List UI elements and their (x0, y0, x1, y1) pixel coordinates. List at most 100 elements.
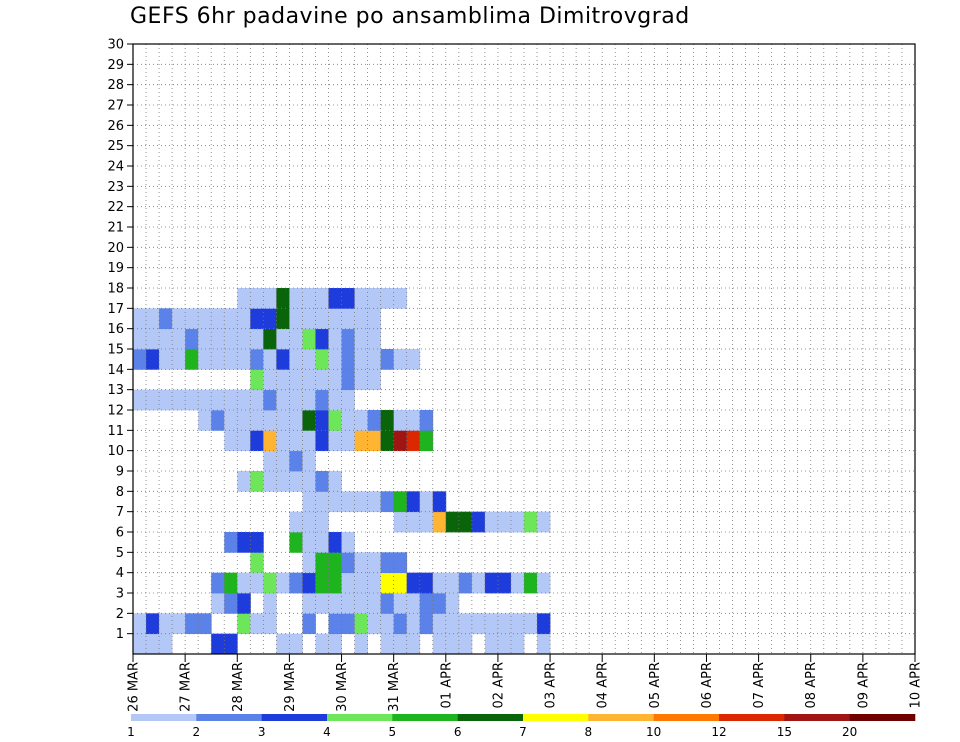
heatmap-cell (354, 593, 368, 614)
y-tick-label: 3 (116, 587, 124, 602)
heatmap-cell (354, 572, 368, 594)
heatmap-cell (393, 511, 408, 533)
heatmap-cell (302, 288, 316, 309)
heatmap-cell (471, 613, 486, 635)
heatmap-cell (302, 552, 316, 574)
heatmap-cell (289, 572, 303, 594)
x-tick-label: 29 MAR (283, 662, 298, 712)
heatmap-cell (276, 328, 290, 350)
heatmap-cell (393, 349, 408, 370)
heatmap-cell (497, 572, 512, 594)
heatmap-cell (237, 593, 251, 614)
heatmap-cell (537, 633, 551, 655)
heatmap-cell (380, 410, 395, 431)
heatmap-cell (341, 430, 355, 452)
heatmap-cell (458, 572, 473, 594)
heatmap-cell (224, 349, 238, 370)
heatmap-cell (328, 308, 342, 330)
heatmap-cell (263, 613, 277, 635)
heatmap-cell (159, 389, 173, 411)
heatmap-cell (445, 511, 460, 533)
heatmap-cell (198, 389, 212, 411)
heatmap-cell (419, 613, 434, 635)
heatmap-cell (380, 349, 395, 370)
heatmap-cell (315, 532, 329, 553)
x-tick-label: 01 APR (439, 662, 454, 708)
heatmap-cell (354, 308, 368, 330)
heatmap-cell (510, 511, 525, 533)
heatmap-cell (302, 491, 316, 513)
heatmap-cell (315, 430, 329, 452)
heatmap-cell (315, 633, 329, 655)
heatmap-cell (328, 471, 342, 492)
heatmap-cell (146, 613, 160, 635)
heatmap-cells (133, 288, 551, 655)
heatmap-cell (471, 511, 486, 533)
heatmap-cell (289, 369, 303, 391)
heatmap-cell (341, 572, 355, 594)
heatmap-cell (276, 430, 290, 452)
heatmap-cell (185, 389, 199, 411)
heatmap-cell (354, 369, 368, 391)
heatmap-cell (263, 471, 277, 492)
heatmap-cell (289, 471, 303, 492)
heatmap-cell (237, 572, 251, 594)
heatmap-cell (237, 410, 251, 431)
heatmap-cell (276, 369, 290, 391)
heatmap-cell (302, 430, 316, 452)
heatmap-cell (159, 613, 173, 635)
colorbar-segment (719, 714, 785, 721)
heatmap-cell (276, 288, 290, 309)
y-tick-label: 18 (107, 282, 124, 297)
heatmap-cell (367, 491, 382, 513)
heatmap-cell (263, 593, 277, 614)
y-tick-label: 8 (116, 485, 124, 500)
y-tick-label: 4 (116, 566, 124, 581)
heatmap-cell (237, 532, 251, 553)
heatmap-cell (341, 491, 355, 513)
heatmap-cell (328, 369, 342, 391)
heatmap-cell (276, 572, 290, 594)
heatmap-cell (367, 288, 382, 309)
y-tick-label: 14 (107, 363, 124, 378)
heatmap-cell (159, 308, 173, 330)
heatmap-cell (302, 308, 316, 330)
heatmap-cell (250, 369, 264, 391)
colorbar-segment (261, 714, 328, 721)
heatmap-cell (341, 410, 355, 431)
heatmap-cell (432, 491, 447, 513)
heatmap-cell (289, 288, 303, 309)
heatmap-cell (211, 328, 225, 350)
heatmap-cell (497, 511, 512, 533)
heatmap-cell (341, 552, 355, 574)
heatmap-cell (354, 349, 368, 370)
heatmap-cell (276, 410, 290, 431)
heatmap-cell (302, 572, 316, 594)
heatmap-cell (354, 328, 368, 350)
x-tick-label: 30 MAR (335, 662, 350, 712)
heatmap-cell (289, 389, 303, 411)
heatmap-cell (328, 532, 342, 553)
y-tick-label: 12 (107, 404, 124, 419)
x-tick-label: 08 APR (804, 662, 819, 708)
heatmap-cell (302, 328, 316, 350)
y-tick-label: 27 (107, 99, 124, 114)
heatmap-cell (354, 288, 368, 309)
colorbar-segment (784, 714, 850, 721)
heatmap-cell (328, 593, 342, 614)
heatmap-cell (484, 572, 499, 594)
x-tick-label: 02 APR (491, 662, 506, 708)
heatmap-cell (380, 613, 395, 635)
heatmap-cell (302, 471, 316, 492)
heatmap-cell (224, 410, 238, 431)
heatmap-cell (224, 430, 238, 452)
heatmap-cell (250, 572, 264, 594)
y-tick-label: 7 (116, 505, 124, 520)
heatmap-cell (524, 511, 538, 533)
heatmap-cell (289, 532, 303, 553)
heatmap-cell (289, 328, 303, 350)
heatmap-cell (432, 613, 447, 635)
heatmap-cell (211, 633, 225, 655)
heatmap-cell (341, 593, 355, 614)
heatmap-cell (367, 552, 382, 574)
